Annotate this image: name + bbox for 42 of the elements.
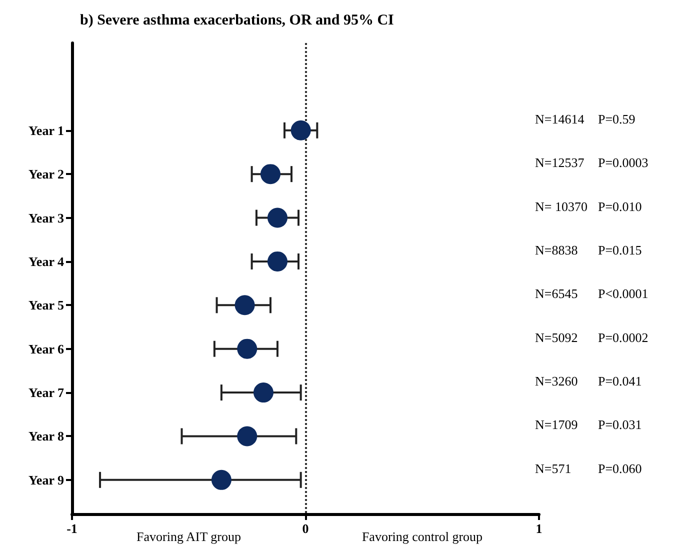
point <box>268 251 288 272</box>
x-tick-label: 0 <box>302 521 309 536</box>
annotation: N=12537 <box>535 155 585 170</box>
y-tick-label: Year 8 <box>28 428 64 444</box>
point <box>234 295 255 316</box>
y-tick-label: Year 4 <box>28 254 64 269</box>
annotation: N=8838 <box>535 242 578 258</box>
chart-title: b) Severe asthma exacerbations, OR and 95% CI <box>80 12 394 28</box>
annotation: N=14614 <box>535 111 585 126</box>
point <box>290 120 311 140</box>
y-tick-label: Year 5 <box>28 298 64 313</box>
point <box>237 338 258 359</box>
y-tick-label: Year 9 <box>28 472 64 488</box>
x-tick-label: 1 <box>536 521 542 536</box>
y-tick-label: Year 6 <box>28 341 64 356</box>
text: P=0.031 <box>598 417 642 432</box>
point <box>268 208 288 228</box>
point <box>237 426 258 446</box>
y-tick-label: Year 1 <box>28 122 64 138</box>
text: P=0.015 <box>598 242 642 258</box>
text: P=0.060 <box>598 460 642 476</box>
text: P=0.041 <box>598 374 642 389</box>
annotation: N=5092 <box>535 330 578 345</box>
text: P<0.0001 <box>598 286 648 302</box>
y-tick-label: Year 3 <box>28 210 64 226</box>
point <box>260 164 280 184</box>
annotation: N=6545 <box>535 286 578 302</box>
annotation: N=571 <box>535 460 572 476</box>
y-tick-label: Year 2 <box>28 166 64 182</box>
annotation: N= 10370 <box>535 198 588 214</box>
point <box>211 470 232 490</box>
y-tick-label: Year 7 <box>28 385 64 400</box>
point <box>253 382 274 403</box>
annotation: N=1709 <box>535 417 578 432</box>
text: P=0.59 <box>598 111 636 126</box>
x-tick-label: -1 <box>66 521 78 536</box>
text: Favoring AIT group <box>136 529 241 544</box>
text: P=0.010 <box>598 198 642 214</box>
annotation: N=3260 <box>535 374 578 389</box>
text: P=0.0002 <box>598 330 648 345</box>
text: Favoring control group <box>362 529 483 544</box>
text: P=0.0003 <box>598 155 648 170</box>
